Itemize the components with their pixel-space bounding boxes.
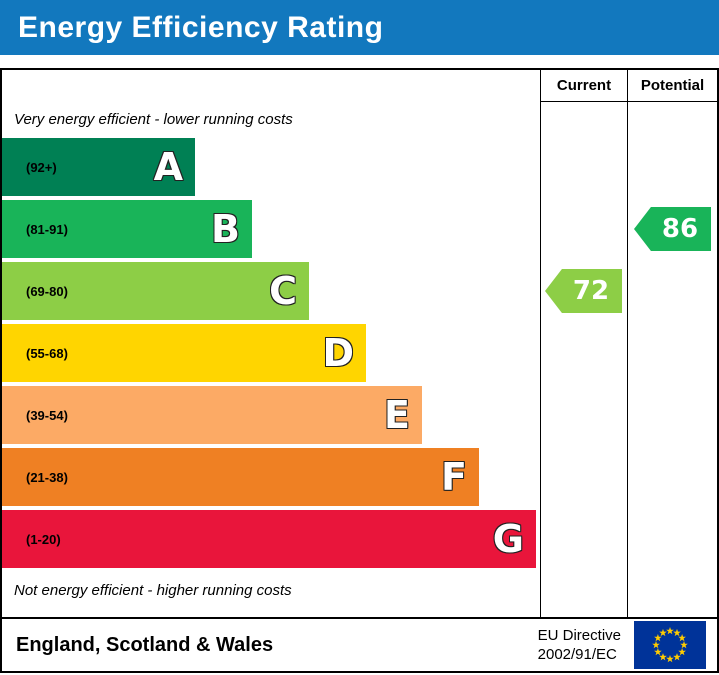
bands-area: Very energy efficient - lower running co… <box>2 102 540 617</box>
potential-rating-value: 86 <box>661 214 699 244</box>
band-b-range: (81-91) <box>26 221 68 237</box>
potential-column: 86 <box>627 102 717 617</box>
band-c-range: (69-80) <box>26 283 68 299</box>
band-a-range: (92+) <box>26 159 57 175</box>
current-column-header: Current <box>540 70 627 102</box>
band-g: (1-20) G <box>2 510 536 568</box>
band-d-letter: D <box>322 331 354 375</box>
eu-directive-line2: 2002/91/EC <box>537 646 617 663</box>
band-c: (69-80) C <box>2 262 309 320</box>
region-label: England, Scotland & Wales <box>16 633 274 656</box>
band-e-range: (39-54) <box>26 407 68 423</box>
band-d: (55-68) D <box>2 324 366 382</box>
chart-corner-spacer <box>2 70 540 102</box>
band-d-range: (55-68) <box>26 345 68 361</box>
band-g-letter: G <box>492 517 524 561</box>
eu-directive-label: EU Directive 2002/91/EC <box>538 626 621 665</box>
band-g-range: (1-20) <box>26 531 61 547</box>
band-f: (21-38) F <box>2 448 479 506</box>
potential-column-header: Potential <box>627 70 717 102</box>
current-column: 72 <box>540 102 627 617</box>
band-b-letter: B <box>211 207 240 251</box>
rating-chart: Current Potential Very energy efficient … <box>0 68 719 619</box>
band-c-letter: C <box>269 269 297 313</box>
current-rating-value: 72 <box>572 276 610 306</box>
bottom-note: Not energy efficient - higher running co… <box>14 582 292 599</box>
eu-directive-line1: EU Directive <box>537 626 621 644</box>
footer-bar: England, Scotland & Wales EU Directive 2… <box>0 617 719 673</box>
band-e-letter: E <box>384 393 410 437</box>
page-title: Energy Efficiency Rating <box>18 10 384 44</box>
band-a: (92+) A <box>2 138 195 196</box>
eu-flag-icon <box>634 621 706 669</box>
band-a-letter: A <box>153 145 183 189</box>
title-bar: Energy Efficiency Rating <box>0 0 719 55</box>
current-rating-pointer: 72 <box>545 269 622 313</box>
band-f-range: (21-38) <box>26 469 68 485</box>
band-e: (39-54) E <box>2 386 422 444</box>
top-note: Very energy efficient - lower running co… <box>14 111 293 128</box>
potential-rating-pointer: 86 <box>634 207 711 251</box>
band-f-letter: F <box>441 455 467 499</box>
band-b: (81-91) B <box>2 200 252 258</box>
